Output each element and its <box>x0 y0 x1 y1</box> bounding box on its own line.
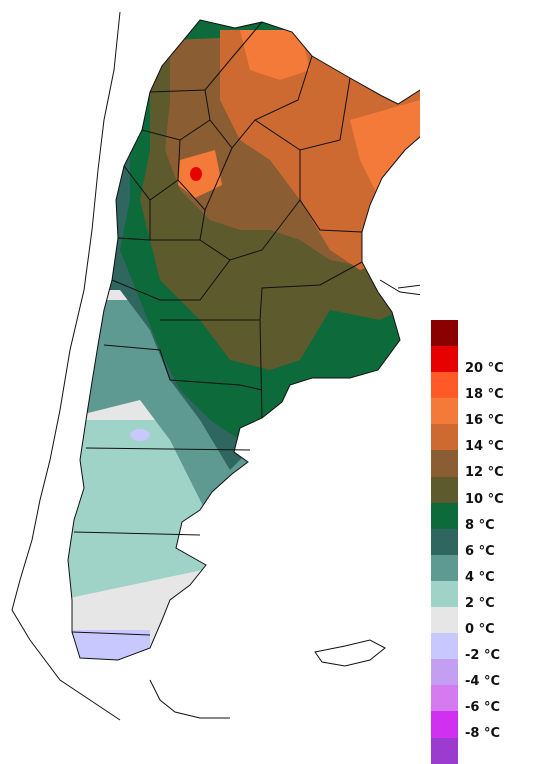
legend-label: 8 °C <box>465 517 495 533</box>
legend-row: 10 °C <box>431 476 538 507</box>
legend-swatch <box>431 580 458 608</box>
legend-row: 18 °C <box>431 372 538 402</box>
temperature-map <box>11 11 420 721</box>
legend-swatch <box>431 607 458 634</box>
legend-label: -4 °C <box>465 674 501 690</box>
legend-label: 20 °C <box>465 361 504 377</box>
legend-swatch <box>431 633 458 660</box>
legend-label: 18 °C <box>465 387 504 403</box>
legend-row: 6 °C <box>431 528 538 559</box>
legend-swatch <box>431 554 458 581</box>
temperature-fields <box>68 20 420 660</box>
legend-swatch <box>431 711 458 738</box>
legend-row: -6 °C <box>431 685 538 715</box>
legend-label: 6 °C <box>465 543 495 559</box>
legend-swatch <box>431 398 458 425</box>
legend-swatch <box>431 320 458 347</box>
color-legend: 20 °C 18 °C 16 °C 14 °C 12 °C 10 °C 8 °C 6 °C 4 … <box>431 320 538 764</box>
legend-label: -8 °C <box>465 726 501 742</box>
legend-row: 16 °C <box>431 398 538 428</box>
legend-label: 0 °C <box>465 622 495 638</box>
legend-row <box>431 320 538 347</box>
legend-swatch <box>431 424 458 451</box>
legend-swatch <box>431 659 458 686</box>
legend-row: 14 °C <box>431 424 538 454</box>
legend-row: -2 °C <box>431 633 538 663</box>
legend-swatch <box>431 502 458 529</box>
legend-row: 12 °C <box>431 450 538 480</box>
legend-row: -8 °C <box>431 711 538 741</box>
legend-label: 14 °C <box>465 439 504 455</box>
legend-swatch <box>431 372 458 399</box>
legend-swatch <box>431 346 458 373</box>
legend-label: 2 °C <box>465 595 495 611</box>
province-borders <box>67 19 420 661</box>
legend-swatch <box>431 737 458 764</box>
legend-swatch <box>431 685 458 712</box>
legend-row: 20 °C <box>431 346 538 376</box>
legend-row: 4 °C <box>431 554 538 585</box>
legend-row: 2 °C <box>431 580 538 611</box>
legend-label: 10 °C <box>465 491 504 507</box>
legend-row: -4 °C <box>431 659 538 689</box>
legend-row <box>431 737 538 764</box>
legend-swatch <box>431 476 458 503</box>
legend-swatch <box>431 450 458 477</box>
legend-label: -2 °C <box>465 648 501 664</box>
legend-row: 8 °C <box>431 502 538 533</box>
coastline-lines <box>11 11 420 721</box>
legend-label: 16 °C <box>465 413 504 429</box>
legend-label: 4 °C <box>465 569 495 585</box>
legend-row: 0 °C <box>431 607 538 637</box>
legend-label: -6 °C <box>465 700 501 716</box>
legend-label: 12 °C <box>465 465 504 481</box>
legend-swatch <box>431 528 458 555</box>
